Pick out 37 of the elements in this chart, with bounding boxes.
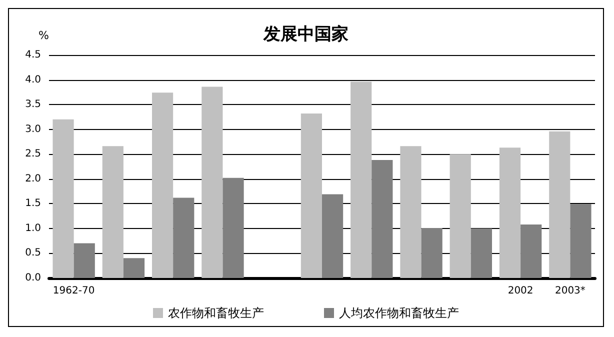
bar — [499, 148, 521, 278]
legend-label: 农作物和畜牧生产 — [168, 306, 264, 320]
bar — [372, 160, 393, 278]
y-tick-label: 0.0 — [25, 272, 41, 284]
bar — [350, 82, 372, 278]
y-tick-label: 1.0 — [25, 222, 41, 234]
x-tick-label: 1962-70 — [52, 286, 95, 296]
y-tick-label: 2.5 — [25, 148, 41, 160]
bar — [102, 146, 124, 278]
bar — [222, 178, 244, 278]
bar — [202, 86, 223, 278]
y-axis-title: % — [38, 29, 49, 42]
bar — [123, 258, 145, 278]
x-tick-label: 2002 — [508, 286, 534, 296]
y-tick-label: 0.5 — [25, 248, 41, 259]
bar — [470, 228, 492, 278]
x-tick-label: 2003* — [554, 286, 586, 296]
bar — [520, 224, 542, 278]
legend-label: 人均农作物和畜牧生产 — [339, 306, 459, 320]
bar — [173, 198, 194, 278]
bar — [52, 119, 74, 278]
y-tick-label: 3.5 — [25, 99, 41, 110]
bar — [400, 146, 422, 278]
bar — [152, 92, 174, 278]
bar — [421, 228, 442, 278]
bar — [570, 204, 592, 278]
y-tick-label: 2.0 — [25, 173, 41, 184]
bar — [549, 131, 570, 278]
bar — [322, 194, 344, 278]
y-tick-label: 3.0 — [25, 124, 41, 135]
bar — [450, 154, 471, 278]
bar — [74, 243, 95, 278]
y-tick-label: 1.5 — [25, 198, 41, 210]
y-tick-label: 4.5 — [25, 50, 41, 60]
bar — [300, 113, 322, 278]
chart-title: 发展中国家 — [262, 24, 348, 44]
y-tick-label: 4.0 — [25, 74, 41, 86]
